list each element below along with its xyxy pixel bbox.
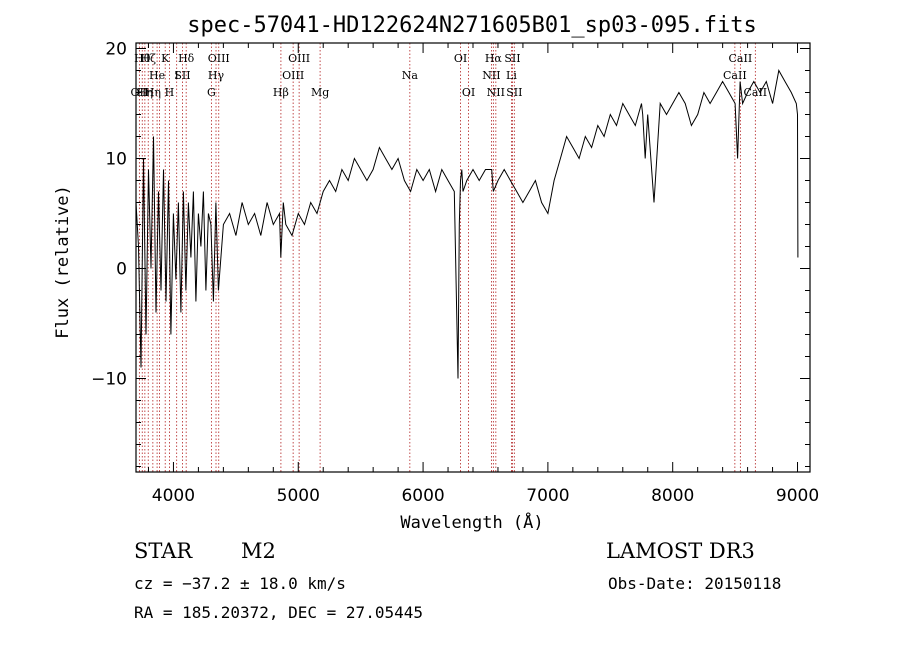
redshift-velocity: cz = −37.2 ± 18.0 km/s <box>134 574 346 593</box>
x-tick-label: 5000 <box>277 486 320 506</box>
line-label-7: K <box>161 52 170 65</box>
line-label-26: SII <box>504 52 520 65</box>
plot-frame <box>135 42 811 473</box>
y-tick-labels: −10 0 10 20 <box>91 40 127 390</box>
line-label-28: CaII <box>723 69 747 82</box>
x-tick-labels: 4000 5000 6000 7000 8000 9000 <box>152 486 819 506</box>
chart-title: spec-57041-HD122624N271605B01_sp03-095.f… <box>187 13 757 38</box>
object-subclass: M2 <box>241 539 276 563</box>
x-tick-label: 6000 <box>401 486 444 506</box>
line-label-2: Hη <box>137 86 153 99</box>
line-label-1: Hθ <box>134 52 151 65</box>
x-tick-label: 4000 <box>152 486 195 506</box>
line-label-15: Hβ <box>273 86 289 99</box>
line-label-12: G <box>207 86 216 99</box>
spectrum-line <box>135 69 799 379</box>
line-label-5: He <box>149 69 165 82</box>
line-label-17: OIII <box>288 52 310 65</box>
line-label-16: OIII <box>282 69 304 82</box>
line-label-29: CaII <box>729 52 753 65</box>
object-class: STAR <box>134 539 193 563</box>
line-label-30: CaII <box>743 86 767 99</box>
emission-line-labels: OIIHθHηHζHηHeKHISIIHδGHγOIIIHβOIIIOIIIMg… <box>131 52 768 99</box>
line-label-23: Hα <box>485 52 503 65</box>
line-label-19: Na <box>402 69 419 82</box>
survey-name: LAMOST DR3 <box>606 539 755 563</box>
line-label-3: Hζ <box>140 52 156 65</box>
line-label-24: NII <box>487 86 505 99</box>
line-label-22: NII <box>482 69 500 82</box>
x-axis-label: Wavelength (Å) <box>400 511 543 533</box>
line-label-14: OIII <box>208 52 230 65</box>
y-tick-label: −10 <box>91 370 127 390</box>
line-label-18: Mg <box>311 86 329 99</box>
line-label-25: Li <box>506 69 517 82</box>
line-label-4: Hη <box>145 86 161 99</box>
line-label-10: SII <box>174 69 190 82</box>
x-tick-label: 7000 <box>526 486 569 506</box>
line-label-21: OI <box>462 86 475 99</box>
x-tick-label: 9000 <box>776 486 819 506</box>
line-label-20: OI <box>454 52 467 65</box>
y-tick-label: 20 <box>105 40 127 60</box>
x-tick-label: 8000 <box>651 486 694 506</box>
line-label-8: H <box>165 86 175 99</box>
line-label-27: SII <box>506 86 522 99</box>
line-label-11: Hδ <box>178 52 195 65</box>
axis-ticks <box>136 43 810 472</box>
y-tick-label: 10 <box>105 150 127 170</box>
line-label-13: Hγ <box>208 69 225 82</box>
coordinates: RA = 185.20372, DEC = 27.05445 <box>134 603 423 622</box>
line-label-9: I <box>175 69 179 82</box>
y-axis-label: Flux (relative) <box>53 185 73 339</box>
observation-date: Obs-Date: 20150118 <box>608 574 782 593</box>
y-tick-label: 0 <box>116 260 127 280</box>
